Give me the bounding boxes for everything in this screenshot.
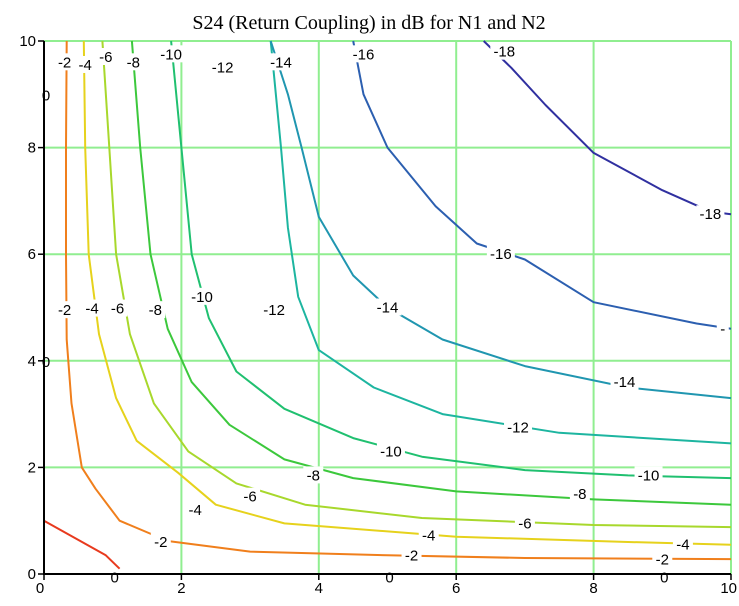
contour-label-bg bbox=[672, 535, 693, 553]
contour-label-bg bbox=[107, 299, 128, 317]
contour-label-bg bbox=[418, 526, 439, 544]
contour-label-bg bbox=[716, 319, 729, 337]
contour-label-bg bbox=[150, 533, 171, 551]
y-tick-label: 2 bbox=[28, 459, 36, 476]
contour-label: -10 bbox=[638, 467, 660, 484]
contour-label-bg bbox=[188, 287, 217, 305]
contour-label: -4 bbox=[676, 537, 689, 554]
contour-label: -16 bbox=[490, 246, 512, 263]
contour-label: -12 bbox=[263, 302, 285, 319]
contour-label-bg bbox=[373, 298, 402, 316]
contour-label: -2 bbox=[58, 302, 71, 319]
contour-label: -6 bbox=[111, 301, 124, 318]
contour-label: -8 bbox=[573, 486, 586, 503]
contour-line-level-neg6 bbox=[101, 40, 732, 529]
x-tick-label: 6 bbox=[452, 580, 460, 597]
contour-line-level-neg14 bbox=[269, 40, 732, 400]
contour-label: -2 bbox=[58, 54, 71, 71]
edge-contour-label: 0 bbox=[660, 570, 668, 587]
contour-label: -2 bbox=[656, 552, 669, 569]
contour-line-level-neg10 bbox=[170, 40, 732, 480]
contour-labels: -2-2-2-2 -2-4-4-4-4-4-6-6-6-6-8-8-8-8-10-… bbox=[42, 42, 729, 587]
contour-label: -18 bbox=[493, 44, 515, 61]
y-tick-label: 8 bbox=[28, 140, 36, 157]
contour-label: -8 bbox=[149, 302, 162, 319]
contour-label: -8 bbox=[307, 467, 320, 484]
contour-label-bg bbox=[652, 550, 673, 568]
contour-label: -2 bbox=[154, 534, 167, 551]
contour-label: -10 bbox=[191, 289, 213, 306]
contour-label-bg bbox=[569, 485, 590, 503]
y-tick-label: 4 bbox=[28, 353, 36, 370]
contour-line-level-neg4 bbox=[82, 40, 732, 546]
contour-line-level-neg8 bbox=[130, 40, 732, 506]
contour-label: -6 bbox=[99, 49, 112, 66]
contour-label-bg bbox=[376, 442, 405, 460]
contour-label: -10 bbox=[380, 443, 402, 460]
contour-label: -6 bbox=[518, 515, 531, 532]
contour-label-bg bbox=[260, 301, 289, 319]
contour-label: -4 bbox=[79, 57, 92, 74]
contour-label-bg bbox=[486, 245, 515, 263]
x-tick-label: 2 bbox=[177, 580, 185, 597]
contour-label: -14 bbox=[614, 374, 636, 391]
contour-line-level-neg18 bbox=[483, 40, 732, 216]
contour-label: - bbox=[720, 321, 725, 338]
contour-label: -18 bbox=[700, 206, 722, 223]
contour-label-bg bbox=[490, 42, 519, 60]
contour-label: -14 bbox=[377, 300, 399, 317]
contour-label-bg bbox=[504, 418, 533, 436]
y-tick-label: 10 bbox=[19, 33, 36, 50]
contour-label-bg bbox=[82, 299, 103, 317]
x-tick-label: 4 bbox=[315, 580, 323, 597]
contour-line-level-neg2 bbox=[65, 40, 732, 561]
contour-label-bg bbox=[145, 301, 166, 319]
x-tick-label: 0 bbox=[36, 580, 44, 597]
contour-label-bg bbox=[95, 47, 116, 65]
contour-label-bg bbox=[610, 373, 639, 391]
contour-line-level-neg12 bbox=[269, 40, 732, 445]
contour-label: -4 bbox=[85, 301, 98, 318]
contour-label-bg bbox=[634, 466, 663, 484]
chart-title: S24 (Return Coupling) in dB for N1 and N… bbox=[192, 12, 545, 34]
contour-line-level-neg16 bbox=[352, 40, 732, 330]
contour-label: -6 bbox=[243, 489, 256, 506]
contour-label-bg bbox=[349, 45, 378, 63]
contour-label: -12 bbox=[507, 419, 529, 436]
y-tick-label: 6 bbox=[28, 246, 36, 263]
contour-label: -12 bbox=[212, 60, 234, 77]
contour-label: -16 bbox=[353, 46, 375, 63]
contour-label-bg bbox=[240, 487, 261, 505]
contour-label-bg bbox=[267, 53, 296, 71]
axes: 0 2 4 6 8 10 0 2 4 6 8 10 bbox=[19, 33, 737, 597]
x-tick-label: 10 bbox=[720, 580, 737, 597]
contour-label-bg bbox=[208, 58, 237, 76]
contour-label: -4 bbox=[422, 528, 435, 545]
edge-contour-label: 0 bbox=[42, 354, 50, 371]
contour-label-bg bbox=[185, 501, 206, 519]
edge-contour-label: 0 bbox=[111, 570, 119, 587]
contour-label-bg bbox=[401, 546, 422, 564]
edge-contour-label: 0 bbox=[385, 570, 393, 587]
contour-label-bg bbox=[303, 466, 324, 484]
contour-lines bbox=[43, 40, 732, 570]
contour-label: -8 bbox=[127, 54, 140, 71]
contour-label: -2 bbox=[405, 547, 418, 564]
contour-line-level-0 bbox=[43, 519, 121, 570]
contour-label: -10 bbox=[160, 46, 182, 63]
contour-label-bg bbox=[123, 53, 144, 71]
contour-label-bg bbox=[514, 514, 535, 532]
y-tick-label: 0 bbox=[28, 566, 36, 583]
contour-label: -14 bbox=[270, 54, 292, 71]
contour-label-bg bbox=[157, 45, 186, 63]
edge-contour-label: 0 bbox=[42, 87, 50, 104]
contour-label: -4 bbox=[188, 502, 201, 519]
contour-label-bg bbox=[75, 55, 96, 73]
contour-label-bg bbox=[54, 301, 75, 319]
contour-label-bg bbox=[54, 53, 75, 71]
contour-label-bg bbox=[696, 205, 725, 223]
x-tick-label: 8 bbox=[589, 580, 597, 597]
